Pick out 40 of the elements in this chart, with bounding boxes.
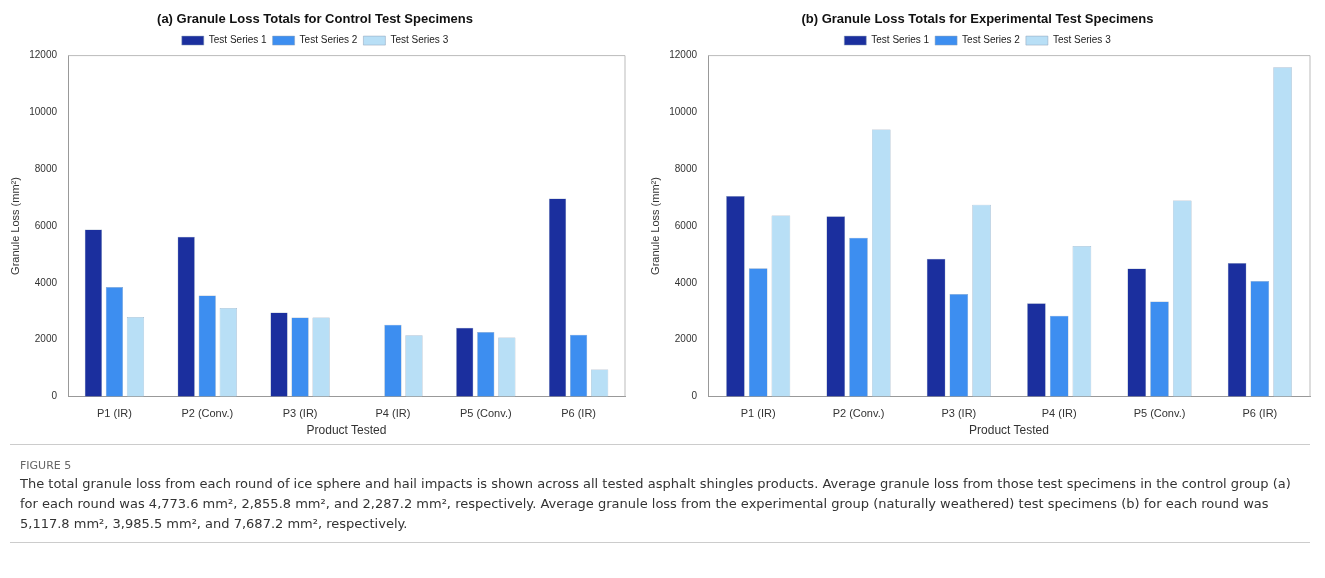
legend-label: Test Series 3 <box>1052 34 1112 46</box>
x-tick-label: P1 (IR) <box>97 407 132 420</box>
x-tick-label: P4 (IR) <box>1041 407 1077 420</box>
chart-title: (a) Granule Loss Totals for Control Test Specimens <box>157 11 473 27</box>
y-tick-label: 0 <box>691 390 698 402</box>
legend-label: Test Series 1 <box>208 34 268 46</box>
y-tick-label: 6000 <box>674 219 698 231</box>
y-tick-label: 6000 <box>34 219 58 231</box>
y-axis-title: Granule Loss (mm²) <box>648 177 661 275</box>
x-axis-title: Product Tested <box>969 423 1049 438</box>
y-tick-label: 4000 <box>674 276 698 288</box>
legend-label: Test Series 2 <box>299 34 358 46</box>
y-tick-label: 8000 <box>34 162 58 174</box>
text: The total granule loss from each round of ice sphere and hail impacts is shown across all tested asphalt shingles products. Average granule loss from those test specimens in the control group (a) for each round was 4,773.6 mm², 2,855.8 mm², and 2,287.2 mm², respectively. Average granule loss from the experimental group (naturally weathered) test specimens (b) for each round was 5,117.8 mm², 3,985.5 mm², and 7,687.2 mm², respectively. <box>20 475 1292 533</box>
x-tick-label: P6 (IR) <box>1242 407 1278 420</box>
y-axis-title: Granule Loss (mm²) <box>8 177 21 275</box>
caption: FIGURE 5 <box>20 459 73 472</box>
y-tick-label: 0 <box>51 390 58 402</box>
x-tick-label: P2 (Conv.) <box>181 407 234 420</box>
x-tick-label: P4 (IR) <box>375 407 411 420</box>
x-axis-title: Product Tested <box>306 423 387 438</box>
x-tick-label: P6 (IR) <box>561 407 597 420</box>
x-tick-label: P3 (IR) <box>941 407 977 420</box>
y-tick-label: 2000 <box>674 333 698 345</box>
chart-title: (b) Granule Loss Totals for Experimental Test Specimens <box>801 11 1154 27</box>
y-tick-label: 2000 <box>34 333 58 345</box>
x-tick-label: P3 (IR) <box>282 407 318 420</box>
x-tick-label: P2 (Conv.) <box>832 407 885 420</box>
y-tick-label: 8000 <box>674 162 698 174</box>
x-tick-label: P1 (IR) <box>740 407 776 420</box>
y-tick-label: 4000 <box>34 276 58 288</box>
legend-label: Test Series 2 <box>962 34 1021 46</box>
x-tick-label: P5 (Conv.) <box>1133 407 1186 420</box>
x-tick-label: P5 (Conv.) <box>459 407 512 420</box>
y-tick-label: 12000 <box>669 49 698 61</box>
y-tick-label: 12000 <box>29 49 58 61</box>
legend-label: Test Series 3 <box>390 34 449 46</box>
y-tick-label: 10000 <box>29 106 58 118</box>
y-tick-label: 10000 <box>669 106 698 118</box>
legend-label: Test Series 1 <box>871 34 930 46</box>
